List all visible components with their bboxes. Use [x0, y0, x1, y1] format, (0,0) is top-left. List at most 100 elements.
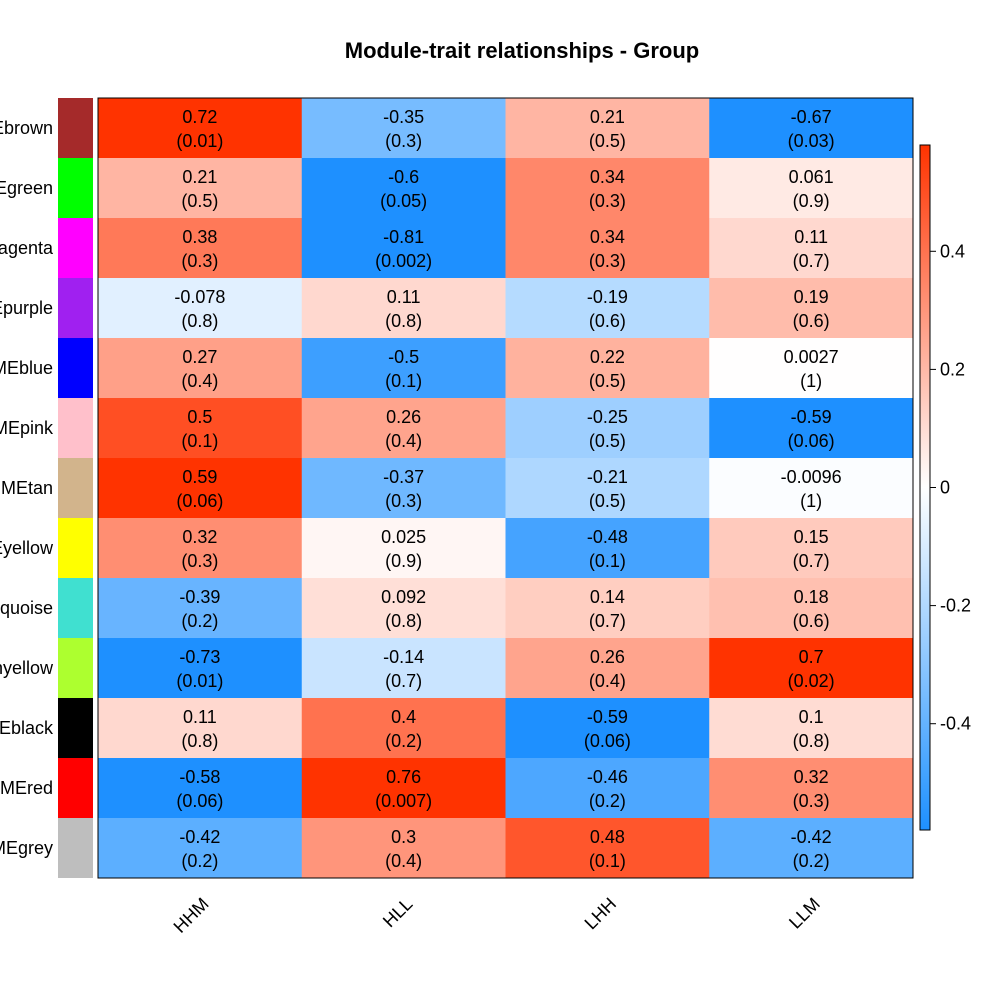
legend-tick-label: 0.2	[940, 359, 965, 379]
cell-pvalue-label: (0.01)	[176, 671, 223, 691]
heatmap-cell	[98, 578, 303, 639]
cell-correlation-label: -0.078	[174, 287, 225, 307]
cell-pvalue-label: (0.7)	[793, 551, 830, 571]
cell-pvalue-label: (0.3)	[793, 791, 830, 811]
cell-correlation-label: -0.46	[587, 767, 628, 787]
cell-correlation-label: -0.59	[587, 707, 628, 727]
cell-pvalue-label: (1)	[800, 491, 822, 511]
cell-correlation-label: -0.6	[388, 167, 419, 187]
heatmap-cell	[505, 818, 710, 879]
cell-pvalue-label: (0.8)	[385, 311, 422, 331]
column-labels: HHM HLL LHH LLM	[170, 894, 824, 937]
heatmap-cell	[98, 218, 303, 279]
cell-correlation-label: -0.21	[587, 467, 628, 487]
cell-pvalue-label: (0.8)	[181, 311, 218, 331]
cell-pvalue-label: (0.6)	[793, 611, 830, 631]
cell-correlation-label: -0.19	[587, 287, 628, 307]
cell-pvalue-label: (0.3)	[385, 491, 422, 511]
heatmap-cell	[301, 818, 506, 879]
cell-correlation-label: 0.76	[386, 767, 421, 787]
cell-correlation-label: 0.22	[590, 347, 625, 367]
cell-pvalue-label: (0.06)	[176, 491, 223, 511]
cell-correlation-label: 0.11	[183, 707, 217, 727]
cell-pvalue-label: (0.3)	[181, 251, 218, 271]
cell-correlation-label: 0.3	[391, 827, 416, 847]
color-legend: -0.4 -0.2 0 0.2 0.4	[919, 144, 971, 831]
legend-tick-label: 0	[940, 478, 950, 498]
cell-pvalue-label: (0.6)	[589, 311, 626, 331]
cell-pvalue-label: (0.8)	[793, 731, 830, 751]
module-swatch-MEgreenyellow	[58, 638, 93, 698]
column-label: LHH	[581, 894, 621, 934]
cell-correlation-label: -0.59	[791, 407, 832, 427]
column-label: LLM	[785, 894, 824, 933]
cell-pvalue-label: (0.6)	[793, 311, 830, 331]
cell-pvalue-label: (0.4)	[181, 371, 218, 391]
heatmap-cell	[301, 158, 506, 219]
module-color-swatches	[58, 98, 93, 878]
heatmap-cell	[98, 818, 303, 879]
cell-pvalue-label: (0.5)	[589, 431, 626, 451]
cell-correlation-label: -0.42	[791, 827, 832, 847]
cell-pvalue-label: (0.002)	[375, 251, 432, 271]
legend-tick-label: 0.4	[940, 241, 965, 261]
heatmap-cell	[505, 758, 710, 819]
heatmap-cell	[709, 638, 914, 699]
cell-correlation-label: -0.35	[383, 107, 424, 127]
cell-correlation-label: -0.81	[383, 227, 424, 247]
heatmap-cell	[709, 698, 914, 759]
cell-correlation-label: 0.7	[799, 647, 824, 667]
cell-pvalue-label: (0.007)	[375, 791, 432, 811]
cell-pvalue-label: (0.1)	[589, 851, 626, 871]
heatmap-cell	[98, 278, 303, 339]
cell-correlation-label: -0.0096	[781, 467, 842, 487]
cell-pvalue-label: (0.02)	[788, 671, 835, 691]
row-label: MEtan	[1, 478, 53, 498]
cell-correlation-label: 0.5	[187, 407, 212, 427]
row-label: MEpink	[0, 418, 54, 438]
cell-pvalue-label: (0.3)	[589, 251, 626, 271]
cell-correlation-label: 0.21	[182, 167, 217, 187]
cell-correlation-label: 0.14	[590, 587, 625, 607]
cell-correlation-label: -0.73	[179, 647, 220, 667]
cell-correlation-label: 0.0027	[784, 347, 839, 367]
heatmap-border	[97, 97, 914, 879]
cell-pvalue-label: (0.05)	[380, 191, 427, 211]
module-swatch-MEtan	[58, 458, 93, 518]
cell-correlation-label: 0.38	[182, 227, 217, 247]
cell-correlation-label: 0.21	[590, 107, 625, 127]
cell-pvalue-label: (0.4)	[589, 671, 626, 691]
heatmap-cell	[709, 518, 914, 579]
heatmap-cell	[709, 98, 914, 159]
heatmap-cell	[301, 638, 506, 699]
heatmap-cell	[709, 758, 914, 819]
cell-pvalue-label: (0.1)	[181, 431, 218, 451]
cell-pvalue-label: (0.5)	[589, 491, 626, 511]
heatmap-cell	[301, 218, 506, 279]
cell-correlation-label: -0.42	[179, 827, 220, 847]
chart-title: Module-trait relationships - Group	[345, 38, 699, 63]
cell-correlation-label: -0.58	[179, 767, 220, 787]
module-swatch-MEblue	[58, 338, 93, 398]
cell-pvalue-label: (0.2)	[793, 851, 830, 871]
cell-correlation-label: 0.4	[391, 707, 416, 727]
cell-correlation-label: -0.48	[587, 527, 628, 547]
heatmap-cell	[709, 338, 914, 399]
module-swatch-MEpink	[58, 398, 93, 458]
cell-pvalue-label: (0.5)	[589, 371, 626, 391]
cell-correlation-label: -0.14	[383, 647, 424, 667]
cell-pvalue-label: (0.3)	[385, 131, 422, 151]
row-label: MEmagenta	[0, 238, 54, 258]
cell-correlation-label: 0.11	[387, 287, 421, 307]
legend-tick-label: -0.4	[940, 714, 971, 734]
heatmap-cell	[709, 158, 914, 219]
row-label: MEturquoise	[0, 598, 53, 618]
heatmap-cell	[505, 458, 710, 519]
cell-correlation-label: 0.27	[182, 347, 217, 367]
cell-correlation-label: 0.32	[794, 767, 829, 787]
cell-pvalue-label: (0.2)	[589, 791, 626, 811]
heatmap-cell	[505, 218, 710, 279]
module-swatch-MEturquoise	[58, 578, 93, 638]
heatmap-cell	[301, 578, 506, 639]
